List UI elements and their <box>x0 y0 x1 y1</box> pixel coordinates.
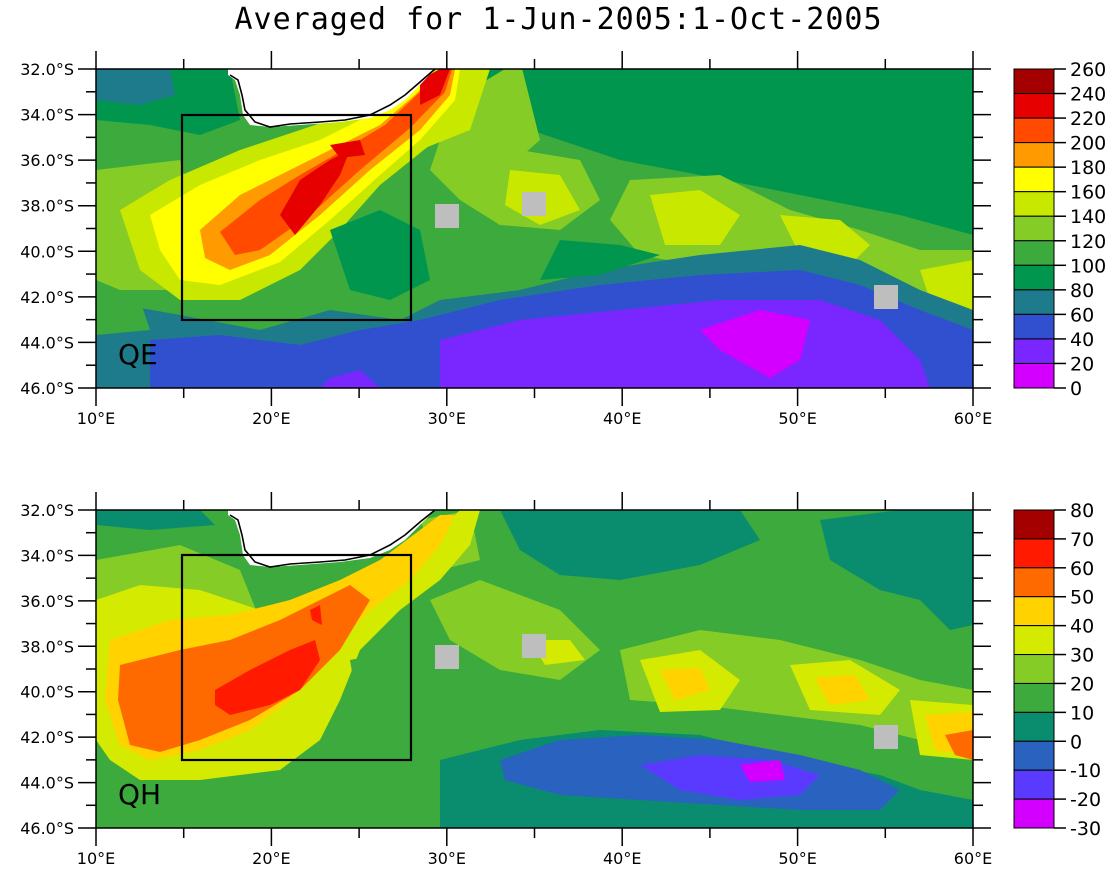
colorbar-level-label: 80 <box>1070 280 1094 302</box>
lon-tick-label: 10°E <box>77 849 115 868</box>
lat-tick-label: 46.0°S <box>20 379 74 398</box>
colorbar-swatch <box>1013 68 1055 95</box>
lon-tick-label: 50°E <box>778 849 816 868</box>
qh-axes: 10°E 20°E 30°E 40°E 50°E 60°E 32.0°S 34.0°S 36.0… <box>20 492 992 868</box>
colorbar-level-label: 60 <box>1070 558 1094 580</box>
lat-tick-label: 38.0°S <box>20 197 74 216</box>
colorbar-level-label: 40 <box>1070 616 1094 638</box>
lat-tick-label: 34.0°S <box>20 106 74 125</box>
missing-data-marker <box>522 192 546 216</box>
colorbar-level-label: 200 <box>1070 133 1106 155</box>
colorbar-swatch <box>1013 142 1055 168</box>
colorbar-level-label: 30 <box>1070 645 1094 667</box>
colorbar-swatch <box>1013 509 1055 540</box>
missing-data-marker <box>874 285 898 309</box>
colorbar-level-label: 20 <box>1070 673 1094 695</box>
panel-label-qh: QH <box>118 778 161 811</box>
colorbar-level-label: -10 <box>1070 760 1101 782</box>
colorbar-swatch <box>1013 596 1055 627</box>
lat-tick-label: 36.0°S <box>20 151 74 170</box>
qh-colorbar: 80 70 60 50 40 30 20 10 0 -10 -20 -30 <box>1013 500 1101 840</box>
lon-tick-label: 40°E <box>603 849 641 868</box>
colorbar-swatch <box>1013 240 1055 266</box>
colorbar-swatch <box>1013 711 1055 742</box>
colorbar-swatch <box>1013 625 1055 656</box>
colorbar-level-label: 70 <box>1070 529 1094 551</box>
figure-title: Averaged for 1-Jun-2005:1-Oct-2005 <box>234 2 883 37</box>
colorbar-swatch <box>1013 538 1055 569</box>
lon-tick-label: 60°E <box>954 409 992 428</box>
lat-tick-label: 34.0°S <box>20 546 74 565</box>
lon-tick-label: 30°E <box>428 849 466 868</box>
lon-tick-label: 20°E <box>252 409 290 428</box>
qe-contour-field <box>96 69 973 388</box>
lat-tick-label: 42.0°S <box>20 288 74 307</box>
colorbar-level-label: 0 <box>1070 731 1082 753</box>
qh-contour-field <box>96 510 973 828</box>
colorbar-swatch <box>1013 166 1055 193</box>
map-panel-qe: QE 10°E 20°E 30°E 40°E 50°E 60°E 32.0°S 34.0°S 3… <box>20 51 1106 428</box>
colorbar-swatch <box>1013 740 1055 771</box>
colorbar-swatch <box>1013 289 1055 315</box>
lon-tick-label: 50°E <box>778 409 816 428</box>
lat-tick-label: 36.0°S <box>20 592 74 611</box>
colorbar-level-label: -30 <box>1070 818 1101 840</box>
analysis-box <box>180 553 413 762</box>
colorbar-swatch <box>1013 338 1055 364</box>
colorbar-swatch <box>1013 654 1055 684</box>
lat-tick-label: 32.0°S <box>20 501 74 520</box>
analysis-box <box>180 113 413 322</box>
map-panel-qh: QH 10°E 20°E 30°E 40°E 50°E 60°E 32.0°S 34.0°S 3… <box>20 492 1101 868</box>
lon-tick-label: 40°E <box>603 409 641 428</box>
colorbar-level-label: 120 <box>1070 231 1106 253</box>
colorbar-swatch <box>1013 567 1055 598</box>
lat-tick-label: 32.0°S <box>20 60 74 79</box>
colorbar-swatch <box>1013 215 1055 242</box>
colorbar-level-label: 220 <box>1070 108 1106 130</box>
colorbar-swatch <box>1013 769 1055 800</box>
missing-data-marker <box>522 634 546 658</box>
colorbar-level-label: 140 <box>1070 206 1106 228</box>
colorbar-swatch <box>1013 191 1055 217</box>
colorbar-swatch <box>1013 93 1055 119</box>
qe-axes: 10°E 20°E 30°E 40°E 50°E 60°E 32.0°S 34.0°S 36.0… <box>20 51 992 428</box>
colorbar-level-label: -20 <box>1070 789 1101 811</box>
missing-data-marker <box>874 725 898 749</box>
missing-data-marker <box>435 645 459 669</box>
colorbar-swatch <box>1013 264 1055 291</box>
colorbar-level-label: 10 <box>1070 702 1094 724</box>
lat-tick-label: 40.0°S <box>20 242 74 261</box>
colorbar-level-label: 240 <box>1070 84 1106 106</box>
colorbar-level-label: 60 <box>1070 304 1094 326</box>
colorbar-swatch <box>1013 682 1055 713</box>
lat-tick-label: 40.0°S <box>20 683 74 702</box>
colorbar-level-label: 180 <box>1070 157 1106 179</box>
colorbar-level-label: 100 <box>1070 255 1106 277</box>
colorbar-swatch <box>1013 362 1055 389</box>
lon-tick-label: 10°E <box>77 409 115 428</box>
lat-tick-label: 44.0°S <box>20 333 74 352</box>
colorbar-level-label: 80 <box>1070 500 1094 522</box>
colorbar-level-label: 260 <box>1070 59 1106 81</box>
colorbar-swatch <box>1013 313 1055 340</box>
colorbar-swatch <box>1013 798 1055 829</box>
lat-tick-label: 42.0°S <box>20 728 74 747</box>
lon-tick-label: 60°E <box>954 849 992 868</box>
lat-tick-label: 44.0°S <box>20 774 74 793</box>
colorbar-level-label: 160 <box>1070 182 1106 204</box>
lon-tick-label: 30°E <box>428 409 466 428</box>
colorbar-level-label: 0 <box>1070 378 1082 400</box>
colorbar-level-label: 50 <box>1070 587 1094 609</box>
lon-tick-label: 20°E <box>252 849 290 868</box>
lat-tick-label: 38.0°S <box>20 637 74 656</box>
colorbar-level-label: 20 <box>1070 353 1094 375</box>
lat-tick-label: 46.0°S <box>20 819 74 838</box>
colorbar-level-label: 40 <box>1070 329 1094 351</box>
colorbar-swatch <box>1013 117 1055 144</box>
missing-data-marker <box>435 204 459 228</box>
panel-label-qe: QE <box>118 338 158 371</box>
